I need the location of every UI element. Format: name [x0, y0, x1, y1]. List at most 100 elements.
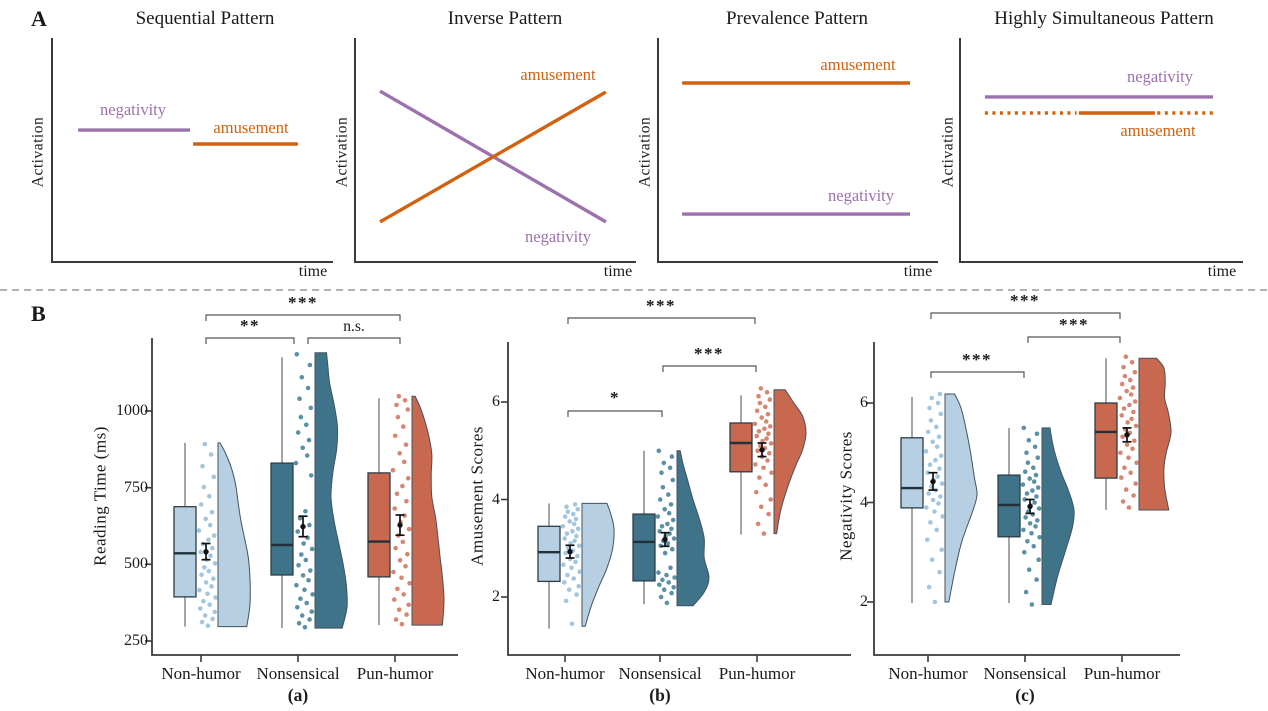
data-point [934, 444, 940, 450]
data-point [926, 491, 931, 496]
data-point [393, 545, 398, 551]
panel-a-label: A [31, 6, 47, 31]
data-point [934, 527, 939, 533]
data-point [576, 543, 582, 549]
data-point [657, 582, 662, 588]
data-point [400, 539, 406, 545]
data-point [1132, 438, 1137, 444]
data-point [403, 442, 409, 448]
data-point [209, 584, 214, 589]
data-point [206, 568, 212, 574]
data-point [667, 465, 673, 471]
box [632, 513, 656, 582]
subplot-label-b: (b) [649, 685, 671, 705]
data-point [938, 453, 944, 459]
data-point [754, 489, 759, 495]
data-point [397, 558, 403, 563]
data-point [1020, 482, 1026, 487]
significance-bracket-1 [205, 337, 295, 344]
data-point [1127, 402, 1132, 408]
group-pun-humor [1094, 354, 1172, 511]
significance-bracket-2 [307, 337, 401, 344]
data-point [208, 452, 214, 457]
data-point [402, 398, 408, 403]
ytick-a-250: 250 [124, 632, 148, 649]
data-point [769, 470, 774, 476]
mean-dot [1027, 503, 1033, 510]
data-point [925, 429, 931, 435]
data-point [768, 441, 774, 446]
data-point [657, 497, 663, 502]
data-point [655, 514, 661, 519]
data-point [572, 502, 578, 507]
amusement-line [379, 90, 607, 224]
data-point [1121, 406, 1127, 411]
y-axis-label-activation-2: Activation [333, 116, 351, 188]
series-label-negativity-2: negativity [525, 226, 591, 246]
data-point [763, 404, 768, 410]
data-point [210, 545, 215, 551]
data-point [664, 572, 669, 578]
subplot-label-c: (c) [1015, 685, 1035, 705]
data-point [575, 507, 581, 512]
data-point [1118, 450, 1123, 456]
data-point [756, 393, 761, 399]
data-point [1027, 476, 1032, 481]
half-violin [1138, 357, 1172, 511]
data-point [207, 522, 213, 528]
data-point [1034, 431, 1040, 437]
data-point [202, 613, 208, 618]
data-point [670, 517, 676, 523]
data-point [1021, 527, 1026, 533]
pattern-chart-4 [959, 38, 1243, 263]
xtick-a-pun-humor: Pun-humor [356, 664, 434, 683]
x-axis-label-time-3: time [903, 263, 933, 280]
data-point [932, 509, 937, 514]
mean-dot [662, 536, 668, 543]
box [1094, 402, 1118, 479]
data-point [299, 552, 304, 557]
significance-bracket-1 [662, 365, 757, 372]
data-point [1133, 481, 1138, 486]
data-point [762, 426, 767, 432]
mean-dot [567, 549, 573, 555]
data-point [671, 536, 677, 541]
axes [354, 38, 636, 263]
data-point [1120, 499, 1126, 504]
raincloud-chart-a [145, 314, 458, 662]
data-point [1128, 470, 1133, 476]
data-point [1037, 535, 1042, 540]
series-label-amusement-3: amusement [820, 54, 896, 74]
data-point [293, 460, 299, 466]
data-point [1021, 425, 1027, 431]
data-point [1129, 359, 1135, 365]
chart-title-inverse: Inverse Pattern [447, 8, 563, 29]
data-point [660, 485, 666, 490]
half-violin [676, 450, 710, 607]
group-non-humor [173, 441, 251, 628]
sig-c-nonhumor-nonsensical: *** [962, 350, 992, 369]
series-label-amusement-1: amusement [213, 117, 289, 137]
data-point [304, 453, 310, 458]
half-violin [1041, 427, 1075, 605]
data-point [303, 509, 308, 514]
raincloud-chart-b [501, 317, 851, 662]
data-point [671, 585, 676, 590]
mean-dot [203, 549, 209, 555]
data-point [766, 511, 771, 517]
data-point [757, 475, 762, 480]
data-point [209, 509, 215, 515]
xtick-c-non-humor: Non-humor [888, 664, 968, 683]
data-point [306, 437, 312, 443]
data-point [764, 390, 770, 395]
data-point [294, 582, 299, 588]
data-point [1024, 450, 1029, 456]
data-point [399, 621, 405, 627]
data-point [1036, 557, 1041, 562]
data-point [659, 524, 665, 529]
data-point [307, 522, 312, 528]
data-point [303, 557, 309, 563]
data-point [574, 533, 579, 539]
data-point [202, 441, 208, 447]
data-point [212, 609, 217, 615]
